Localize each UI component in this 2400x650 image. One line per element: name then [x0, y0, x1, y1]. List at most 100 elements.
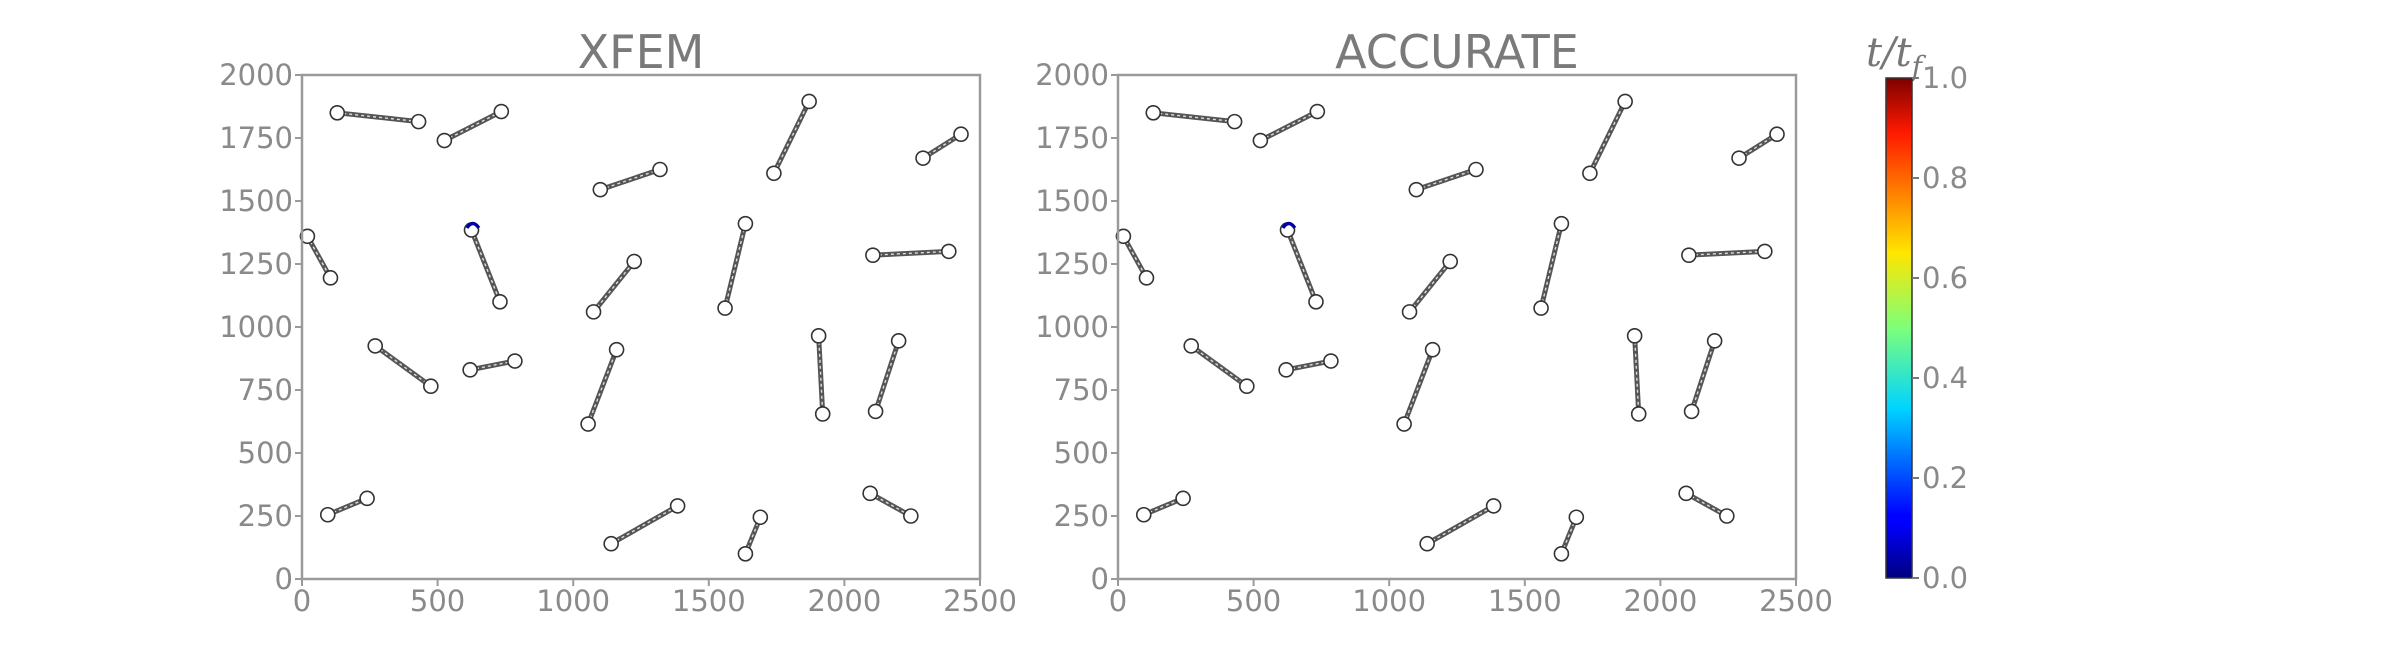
crack-end-node: [890, 333, 907, 349]
crack-hatch: [773, 101, 810, 174]
crack-end-node: [717, 300, 733, 316]
crack-segment: [1279, 222, 1324, 310]
crack-segment: [867, 333, 907, 420]
y-tick-label: 1750: [1035, 121, 1109, 155]
crack-end-node: [1468, 161, 1484, 178]
crack-end-node: [1408, 181, 1425, 198]
x-axis-ticks-xfem: 0 500 1000 1500 2000 2500: [293, 579, 1017, 618]
crack-end-node: [1309, 103, 1326, 120]
crack-tip-marker: [465, 221, 481, 229]
crack-end-node: [1138, 270, 1155, 286]
crack-end-node: [1252, 132, 1269, 149]
crack-segment: [1396, 341, 1441, 432]
crack-segment: [915, 126, 969, 166]
crack-segment: [1408, 161, 1484, 198]
y-tick-label: 2000: [1035, 58, 1109, 92]
y-tick-label: 250: [1054, 499, 1109, 533]
crack-end-node: [436, 132, 453, 149]
crack-segment: [329, 105, 427, 130]
crack-end-node: [367, 338, 384, 354]
crack-end-node: [592, 181, 609, 198]
crack-segment: [436, 103, 510, 149]
crack-end-node: [299, 228, 316, 245]
crack-end-node: [1175, 490, 1191, 507]
colorbar-ticks: 0.0 0.2 0.4 0.6 0.8 1.0: [1912, 61, 1968, 595]
y-tick-label: 2000: [219, 58, 293, 92]
colorbar-tick-label: 0.8: [1922, 161, 1968, 195]
crack-segment: [1582, 93, 1633, 182]
crack-hatch: [872, 250, 949, 256]
y-tick-label: 0: [1091, 562, 1109, 596]
crack-end-node: [1626, 328, 1643, 344]
crack-end-node: [1769, 126, 1785, 143]
y-tick-label: 0: [275, 562, 293, 596]
crack-end-node: [322, 270, 339, 286]
panel-accurate: ACCURATE 0 500 1000 1500 2000 2500 0 250 500 750…: [1035, 25, 1833, 618]
panel-title-xfem: XFEM: [578, 25, 705, 79]
crack-segment: [862, 485, 919, 524]
y-axis-ticks-xfem: 0 250 500 750 1000 1250 1500 1750 2000: [219, 58, 302, 596]
crack-hatch: [1690, 340, 1716, 412]
y-tick-label: 1000: [219, 310, 293, 344]
crack-end-node: [1396, 416, 1412, 432]
crack-segment: [319, 490, 375, 523]
crack-hatch: [1286, 229, 1317, 303]
crack-end-node: [608, 341, 625, 358]
crack-end-node: [865, 247, 881, 263]
crack-end-node: [1678, 485, 1694, 502]
crack-end-node: [867, 403, 884, 420]
crack-hatch: [444, 110, 502, 142]
crack-end-node: [903, 508, 919, 524]
crack-end-node: [603, 535, 619, 552]
crack-end-node: [1115, 228, 1132, 245]
x-tick-label: 500: [1226, 584, 1281, 618]
colorbar-tick-label: 0.0: [1922, 561, 1968, 595]
x-tick-label: 1500: [672, 584, 746, 618]
crack-segment: [865, 243, 957, 263]
crack-end-node: [626, 253, 643, 270]
crack-hatch: [337, 112, 419, 123]
crack-end-node: [766, 165, 782, 182]
crack-segments-xfem: [299, 93, 969, 562]
x-tick-label: 1000: [1352, 584, 1426, 618]
y-tick-label: 1250: [1035, 247, 1109, 281]
crack-segment: [592, 161, 668, 198]
crack-end-node: [1681, 247, 1697, 263]
x-tick-label: 2000: [1623, 584, 1697, 618]
crack-end-node: [669, 498, 686, 514]
crack-hatch: [1426, 505, 1494, 545]
crack-end-node: [1183, 338, 1200, 354]
crack-hatch: [1416, 168, 1477, 191]
x-tick-label: 2000: [807, 584, 881, 618]
y-tick-label: 750: [238, 373, 293, 407]
crack-segment: [1135, 490, 1191, 523]
crack-end-node: [862, 485, 878, 502]
crack-hatch: [592, 261, 635, 313]
crack-end-node: [580, 416, 596, 432]
crack-segment: [737, 509, 769, 562]
crack-segment: [1683, 333, 1723, 420]
crack-hatch: [470, 229, 501, 303]
crack-hatch: [1153, 112, 1235, 123]
y-tick-label: 1750: [219, 121, 293, 155]
crack-end-node: [492, 293, 508, 310]
crack-segment: [1681, 243, 1773, 263]
crack-hatch: [817, 335, 824, 414]
crack-tip-marker: [1281, 221, 1297, 229]
crack-end-node: [1553, 545, 1570, 562]
crack-segments-accurate: [1115, 93, 1785, 562]
crack-end-node: [507, 353, 523, 369]
crack-end-node: [1145, 105, 1162, 121]
crack-hatch: [724, 223, 747, 309]
crack-line: [372, 343, 434, 389]
crack-end-node: [1424, 341, 1441, 358]
crack-end-node: [1719, 508, 1735, 524]
crack-segment: [1278, 353, 1339, 378]
colorbar-tick-label: 1.0: [1922, 61, 1968, 95]
colorbar: t/tf 0.0 0.2 0.4 0.6 0.8 1.0: [1866, 30, 1968, 595]
crack-end-node: [462, 362, 478, 378]
y-tick-label: 500: [238, 436, 293, 470]
crack-end-node: [1226, 113, 1243, 130]
crack-hatch: [610, 505, 678, 545]
x-tick-label: 1000: [536, 584, 610, 618]
